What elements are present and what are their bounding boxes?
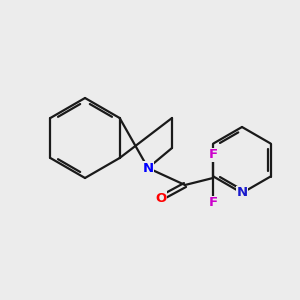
Text: F: F [208,148,217,161]
Text: N: N [236,187,247,200]
Text: O: O [155,191,167,205]
Text: F: F [208,196,217,209]
Text: N: N [142,161,154,175]
